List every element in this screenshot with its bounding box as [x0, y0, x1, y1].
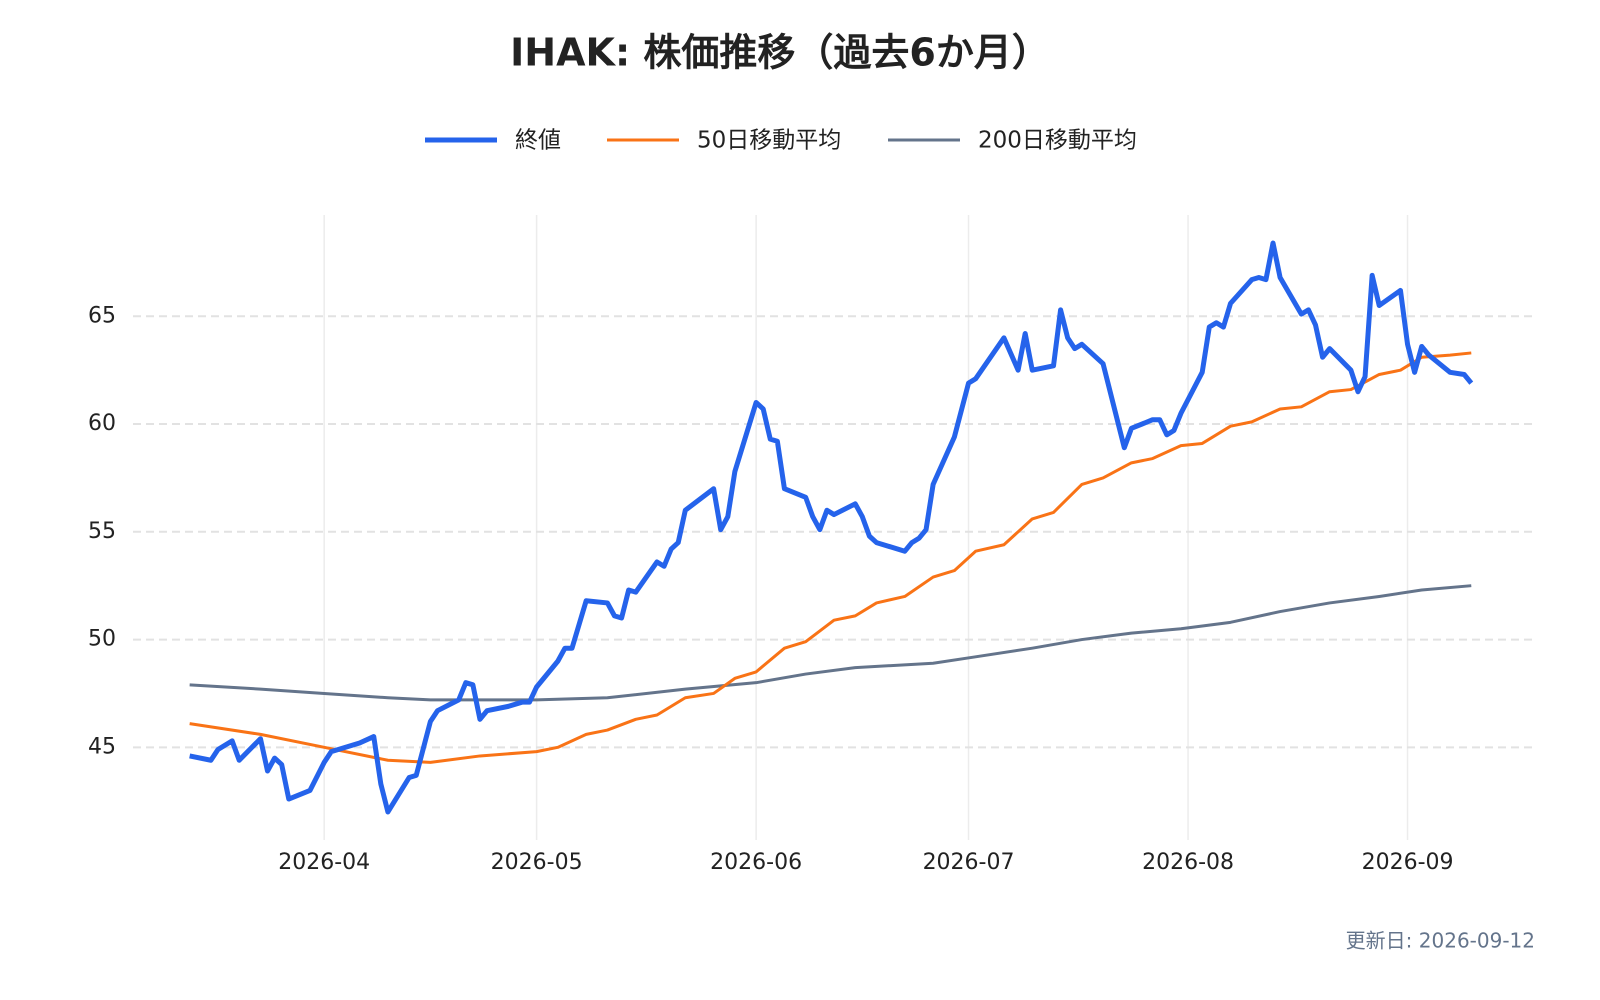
- x-tick-label: 2026-06: [710, 850, 802, 875]
- x-tick-label: 2026-05: [491, 850, 583, 875]
- x-tick-label: 2026-04: [278, 850, 370, 875]
- x-tick-label: 2026-07: [923, 850, 1015, 875]
- legend-label: 200日移動平均: [978, 128, 1137, 154]
- chart-title: IHAK: 株価推移（過去6か月）: [510, 31, 1050, 75]
- line-series: [189, 351, 1472, 764]
- x-tick-label: 2026-08: [1142, 850, 1234, 875]
- y-tick-label: 65: [88, 303, 116, 328]
- x-tick-label: 2026-09: [1362, 850, 1454, 875]
- footer: 更新日: 2026-09-12: [1346, 929, 1535, 953]
- legend-label: 50日移動平均: [697, 128, 841, 154]
- y-tick-label: 45: [88, 734, 116, 759]
- line-series: [189, 240, 1474, 815]
- legend-label: 終値: [515, 128, 561, 154]
- y-tick-label: 55: [88, 519, 116, 544]
- y-tick-label: 60: [88, 411, 116, 436]
- y-tick-label: 50: [88, 627, 116, 652]
- line-series: [189, 584, 1472, 702]
